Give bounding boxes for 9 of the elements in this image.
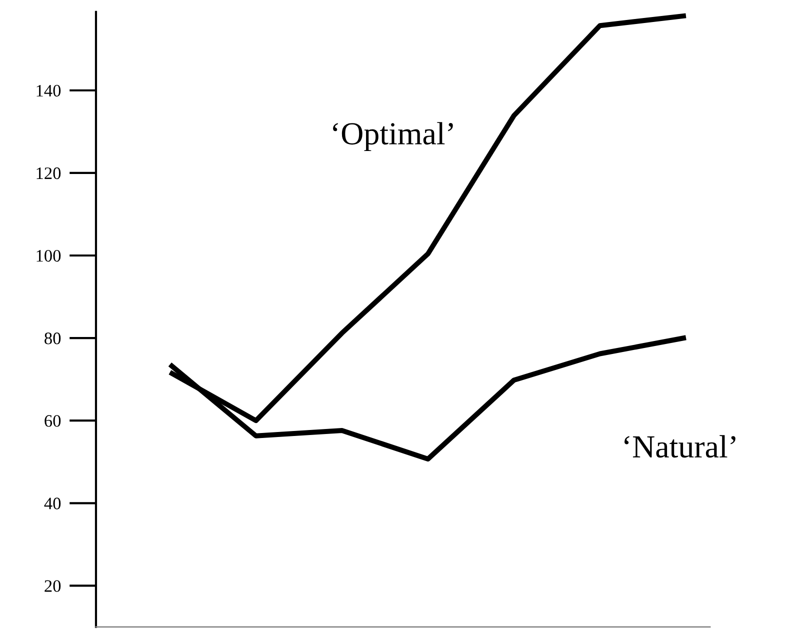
y-tick-label: 100	[36, 250, 61, 262]
y-tick-label: 140	[36, 84, 61, 97]
y-tick-label: 40	[44, 498, 61, 510]
y-tick-label: 20	[44, 580, 61, 592]
series-label: ‘Optimal’	[333, 122, 453, 152]
text: ‘Natural’	[624, 435, 736, 458]
y-tick-label: 80	[44, 332, 61, 344]
y-tick-label: 60	[44, 415, 61, 427]
y-tick-label: 120	[36, 167, 61, 180]
